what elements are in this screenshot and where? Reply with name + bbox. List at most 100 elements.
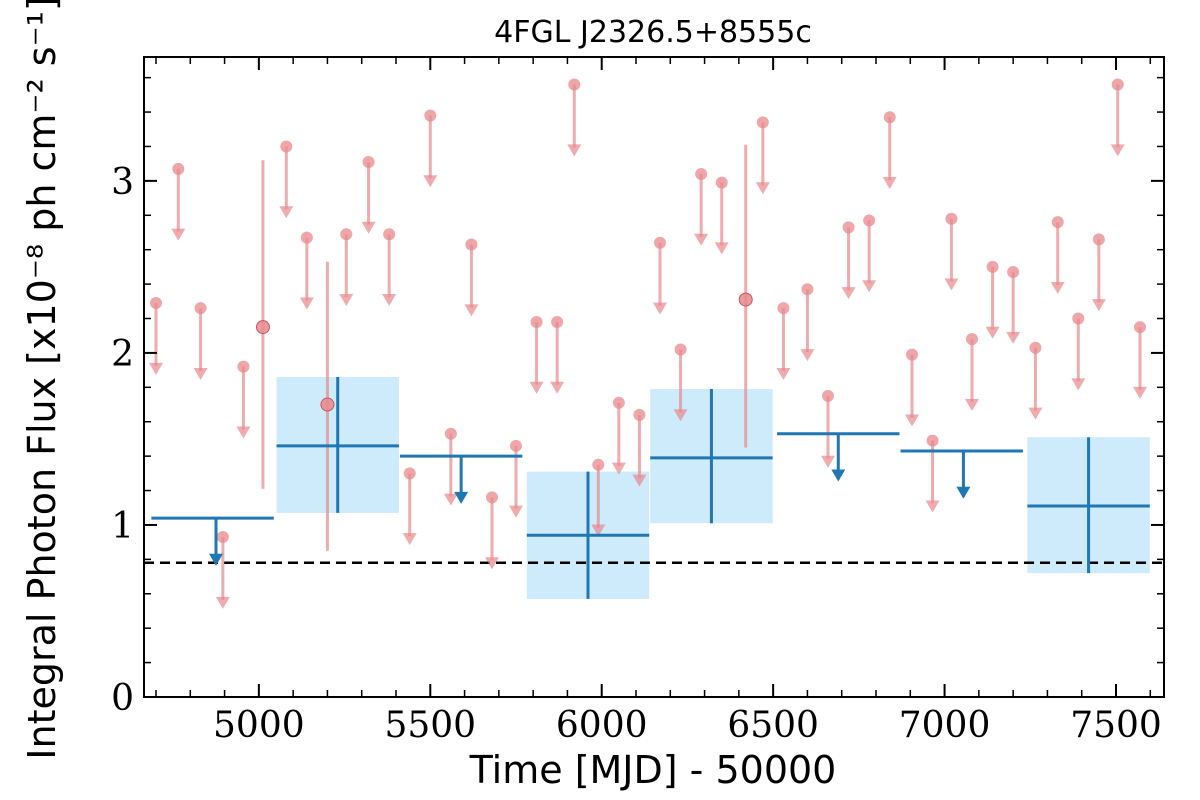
chart-title: 4FGL J2326.5+8555c [494, 15, 812, 50]
fine-upper-limit-arrow [443, 493, 458, 506]
coarse-upper-limit-arrow [209, 553, 223, 566]
fine-upper-limit-arrow [171, 228, 186, 241]
fine-upper-limit-arrow [1110, 144, 1125, 157]
fine-upper-limit-arrow [361, 221, 376, 234]
fine-upper-limit-point [383, 228, 396, 241]
coarse-bin-error-bands [276, 377, 1150, 599]
fine-upper-limit-point [551, 315, 564, 328]
fine-upper-limit-arrow [550, 381, 565, 394]
fine-upper-limit-point [1072, 312, 1085, 325]
axes: 5000 5500 6000 6500 7000 7500 0 1 2 3 [111, 56, 1165, 746]
y-tick-label: 0 [111, 678, 134, 719]
fine-upper-limit-point [300, 231, 313, 244]
y-axis-label: Integral Photon Flux [x10⁻⁸ ph cm⁻² s⁻¹] [20, 0, 64, 760]
x-tick-label: 5500 [384, 705, 476, 746]
fine-upper-limit-point [822, 389, 834, 402]
fine-upper-limit-point [756, 116, 769, 129]
fine-upper-limit-point [777, 302, 790, 315]
fine-upper-limit-arrow [800, 349, 815, 362]
fine-upper-limit-arrow [382, 294, 397, 307]
fine-upper-limit-point [150, 297, 162, 310]
fine-upper-limit-point [863, 214, 876, 227]
fine-upper-limit-point [444, 427, 457, 440]
fine-upper-limit-arrow [567, 144, 582, 157]
fine-upper-limit-point [801, 283, 814, 296]
x-axis-label: Time [MJD] - 50000 [469, 748, 837, 792]
fine-upper-limit-point [510, 439, 522, 452]
fine-upper-limit-point [1007, 266, 1020, 279]
fine-upper-limit-arrow [694, 233, 709, 246]
fine-upper-limit-point [194, 302, 207, 315]
fine-upper-limit-arrow [485, 557, 499, 570]
fine-upper-limit-arrow [279, 206, 294, 219]
fine-upper-limit-point [1029, 341, 1042, 354]
fine-upper-limit-point [237, 360, 250, 373]
fine-upper-limit-point [1092, 233, 1105, 246]
x-tick-label: 7000 [899, 705, 991, 746]
fine-upper-limit-point [654, 236, 666, 249]
fine-upper-limit-arrow [423, 175, 438, 188]
fine-upper-limit-point [592, 458, 605, 471]
y-tick-label: 3 [111, 162, 134, 203]
fine-upper-limit-point [966, 333, 978, 346]
fine-upper-limit-arrow [925, 500, 940, 513]
fine-upper-limit-arrow [653, 302, 667, 315]
fine-upper-limit-point [216, 531, 229, 543]
x-tick-label: 5000 [213, 705, 305, 746]
fine-upper-limit-point [530, 315, 543, 328]
fine-upper-limit-point [403, 467, 416, 480]
fine-upper-limit-arrow [862, 280, 877, 293]
fine-upper-limit-arrow [673, 409, 688, 422]
x-tick-label: 6500 [727, 705, 819, 746]
fine-upper-limit-point [280, 140, 293, 153]
fine-upper-limit-arrow [215, 596, 230, 609]
fine-upper-limit-arrow [841, 287, 856, 300]
fine-upper-limit-point [842, 221, 855, 234]
fine-upper-limit-arrow [591, 524, 606, 537]
fine-upper-limit-point [465, 238, 478, 251]
fine-upper-limit-arrow [632, 474, 647, 487]
fine-upper-limit-arrow [776, 368, 791, 380]
fine-upper-limit-point [1051, 216, 1064, 229]
fine-upper-limit-arrow [1006, 331, 1021, 344]
fine-upper-limit-arrow [149, 362, 163, 375]
fine-bin-points [149, 78, 1147, 609]
fine-upper-limit-arrow [339, 294, 354, 307]
fine-upper-limit-point [906, 348, 918, 361]
fine-upper-limit-point [424, 109, 437, 122]
fine-upper-limit-arrow [299, 297, 314, 310]
fine-upper-limit-arrow [755, 182, 770, 195]
fine-upper-limit-point [486, 491, 498, 504]
fine-upper-limit-arrow [402, 533, 417, 546]
fine-detection-point [255, 320, 270, 335]
y-tick-label: 1 [111, 506, 134, 547]
fine-upper-limit-point [945, 212, 958, 225]
fine-upper-limit-point [926, 434, 939, 447]
fine-upper-limit-arrow [905, 414, 919, 427]
fine-upper-limit-arrow [236, 426, 251, 439]
fine-upper-limit-arrow [529, 381, 544, 394]
fine-upper-limit-point [340, 228, 353, 241]
fine-upper-limit-point [695, 167, 708, 180]
fine-upper-limit-arrow [1050, 281, 1065, 294]
fine-upper-limit-point [715, 176, 728, 189]
fine-upper-limit-point [362, 155, 375, 168]
fine-detection-point [738, 292, 753, 307]
fine-upper-limit-arrow [965, 398, 979, 411]
fine-upper-limit-arrow [1028, 407, 1043, 420]
fine-upper-limit-arrow [509, 505, 523, 518]
fine-upper-limit-arrow [944, 278, 959, 291]
fine-upper-limit-arrow [821, 455, 835, 468]
fine-upper-limit-arrow [1133, 386, 1147, 399]
plot-frame [143, 56, 1165, 698]
coarse-upper-limit-arrow [956, 486, 971, 499]
fine-upper-limit-arrow [611, 462, 626, 475]
fine-upper-limit-arrow [714, 242, 729, 255]
fine-upper-limit-arrow [464, 304, 479, 317]
fine-upper-limit-arrow [193, 368, 208, 380]
fine-upper-limit-point [1134, 321, 1146, 334]
fine-upper-limit-arrow [882, 177, 897, 190]
coarse-bin-points [151, 377, 1150, 599]
fine-upper-limit-point [612, 396, 625, 409]
